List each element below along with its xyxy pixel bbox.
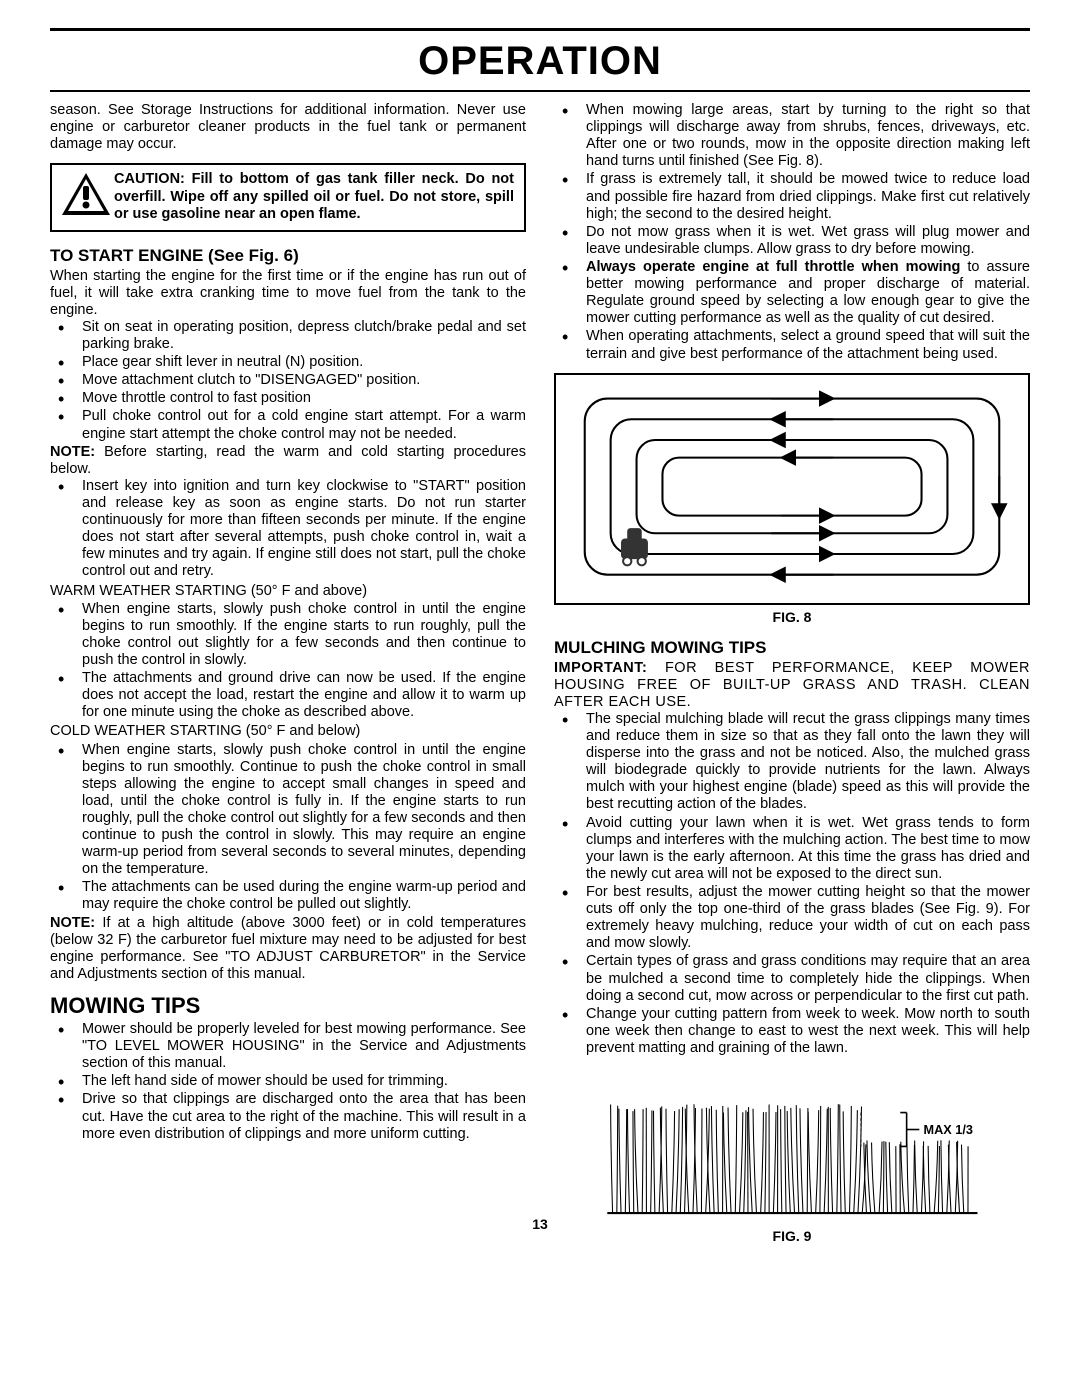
list-item: The attachments can be used during the e… (50, 879, 526, 913)
top-rule (50, 28, 1030, 31)
start-intro: When starting the engine for the first t… (50, 268, 526, 319)
right-top-list: When mowing large areas, start by turnin… (554, 102, 1030, 363)
figure-9-caption: FIG. 9 (554, 1228, 1030, 1245)
list-item: Place gear shift lever in neutral (N) po… (50, 354, 526, 371)
mowing-tips-heading: MOWING TIPS (50, 993, 526, 1019)
figure-8-diagram (564, 383, 1020, 590)
list-item: Avoid cutting your lawn when it is wet. … (554, 815, 1030, 883)
list-item: Move throttle control to fast position (50, 390, 526, 407)
note-lead: NOTE: (50, 915, 95, 931)
start-list-1: Sit on seat in operating position, depre… (50, 319, 526, 443)
figure-8-caption: FIG. 8 (554, 609, 1030, 626)
figure-8-box (554, 373, 1030, 605)
list-item: For best results, adjust the mower cutti… (554, 884, 1030, 952)
cold-heading: COLD WEATHER STARTING (50° F and below) (50, 723, 526, 740)
list-item: The special mulching blade will recut th… (554, 711, 1030, 814)
figure-9-diagram: MAX 1/3 (602, 1065, 983, 1224)
title-underline (50, 90, 1030, 92)
list-item: Drive so that clippings are discharged o… (50, 1091, 526, 1142)
two-column-layout: season. See Storage Instructions for add… (50, 102, 1030, 1244)
warning-icon (58, 171, 114, 219)
page-title: OPERATION (50, 39, 1030, 84)
mulch-list: The special mulching blade will recut th… (554, 711, 1030, 1057)
note-lead: NOTE: (50, 444, 95, 460)
list-item: When engine starts, slowly push choke co… (50, 601, 526, 669)
list-item: Mower should be properly leveled for bes… (50, 1021, 526, 1072)
list-item: When engine starts, slowly push choke co… (50, 742, 526, 879)
mulch-important: IMPORTANT: FOR BEST PERFORMANCE, KEEP MO… (554, 660, 1030, 711)
right-column: When mowing large areas, start by turnin… (554, 102, 1030, 1244)
start-list-2: Insert key into ignition and turn key cl… (50, 478, 526, 581)
note-body: If at a high altitude (above 3000 feet) … (50, 915, 526, 982)
list-item: Do not mow grass when it is wet. Wet gra… (554, 224, 1030, 258)
list-item: When mowing large areas, start by turnin… (554, 102, 1030, 170)
important-lead: IMPORTANT: (554, 660, 647, 676)
warm-list: When engine starts, slowly push choke co… (50, 601, 526, 722)
list-item: Sit on seat in operating position, depre… (50, 319, 526, 353)
left-column: season. See Storage Instructions for add… (50, 102, 526, 1244)
warm-heading: WARM WEATHER STARTING (50° F and above) (50, 583, 526, 600)
list-item: Pull choke control out for a cold engine… (50, 408, 526, 442)
note-1: NOTE: Before starting, read the warm and… (50, 444, 526, 478)
mowing-list: Mower should be properly leveled for bes… (50, 1021, 526, 1143)
list-item: Always operate engine at full throttle w… (554, 259, 1030, 327)
svg-text:MAX 1/3: MAX 1/3 (923, 1123, 972, 1137)
list-item: Move attachment clutch to "DISENGAGED" p… (50, 372, 526, 389)
mulching-heading: MULCHING MOWING TIPS (554, 638, 1030, 658)
note-body: Before starting, read the warm and cold … (50, 444, 526, 477)
start-engine-heading: TO START ENGINE (See Fig. 6) (50, 246, 526, 266)
caution-text: CAUTION: Fill to bottom of gas tank fill… (114, 171, 514, 223)
list-item: Insert key into ignition and turn key cl… (50, 478, 526, 581)
caution-box: CAUTION: Fill to bottom of gas tank fill… (50, 163, 526, 231)
list-item: If grass is extremely tall, it should be… (554, 171, 1030, 222)
list-item: Certain types of grass and grass conditi… (554, 953, 1030, 1004)
throttle-bold: Always operate engine at full throttle w… (586, 259, 960, 275)
intro-paragraph: season. See Storage Instructions for add… (50, 102, 526, 153)
list-item: The attachments and ground drive can now… (50, 670, 526, 721)
list-item: When operating attachments, select a gro… (554, 328, 1030, 362)
cold-list: When engine starts, slowly push choke co… (50, 742, 526, 914)
list-item: The left hand side of mower should be us… (50, 1073, 526, 1090)
note-2: NOTE: If at a high altitude (above 3000 … (50, 915, 526, 983)
page-number: 13 (532, 1216, 548, 1232)
list-item: Change your cutting pattern from week to… (554, 1006, 1030, 1057)
